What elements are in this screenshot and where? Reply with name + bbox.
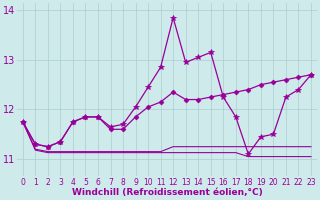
- X-axis label: Windchill (Refroidissement éolien,°C): Windchill (Refroidissement éolien,°C): [71, 188, 262, 197]
